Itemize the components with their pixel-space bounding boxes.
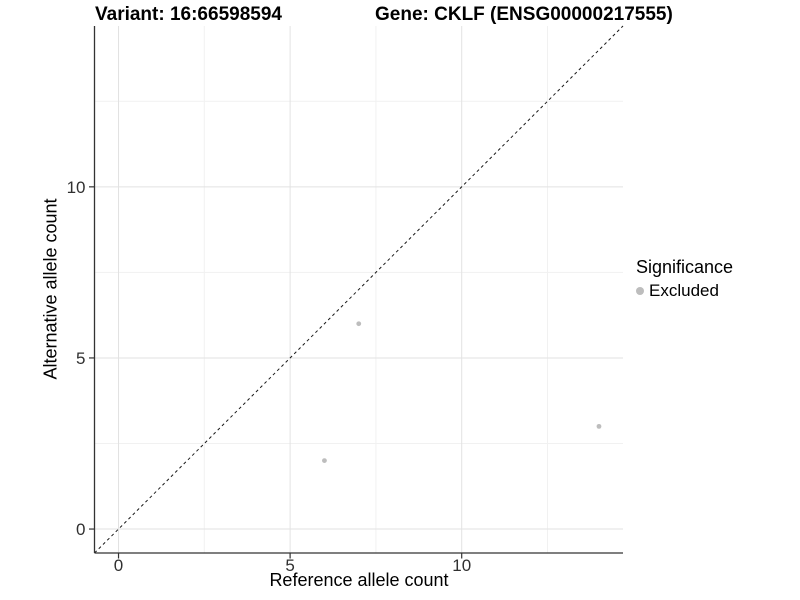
gene-title: Gene: CKLF (ENSG00000217555) — [375, 4, 673, 25]
x-tick-label: 0 — [114, 556, 123, 575]
legend: Significance Excluded — [636, 257, 733, 301]
data-point — [596, 423, 602, 429]
data-point — [322, 458, 327, 464]
y-axis-title: Alternative allele count — [40, 198, 61, 380]
identity-line — [94, 25, 624, 554]
y-tick-label: 10 — [67, 178, 86, 197]
y-tick-label: 5 — [76, 349, 85, 368]
legend-item-label: Excluded — [649, 281, 719, 300]
variant-title: Variant: 16:66598594 — [95, 4, 282, 25]
y-tick-label: 0 — [76, 520, 85, 539]
legend-item-excluded: Excluded — [636, 281, 733, 301]
legend-key-point-icon — [636, 287, 644, 295]
x-tick-label: 5 — [285, 556, 294, 575]
data-point — [356, 321, 362, 327]
x-tick-label: 10 — [452, 556, 471, 575]
x-axis-title: Reference allele count — [269, 570, 449, 590]
legend-title: Significance — [636, 257, 734, 277]
